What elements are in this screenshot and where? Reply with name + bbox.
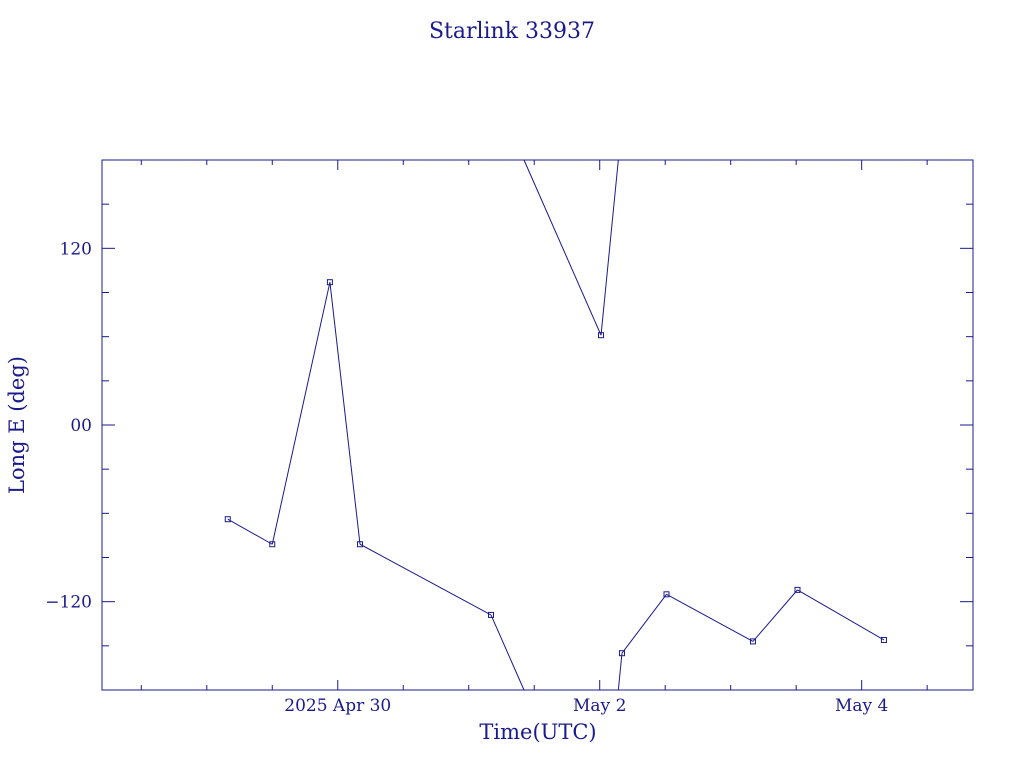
data-point bbox=[357, 541, 364, 548]
y-axis-label: Long E (deg) bbox=[5, 356, 29, 494]
data-point bbox=[269, 541, 276, 548]
series-segment bbox=[523, 159, 602, 336]
series-segment bbox=[666, 593, 754, 642]
data-series bbox=[224, 159, 887, 691]
series-segment bbox=[359, 543, 492, 616]
series-segment bbox=[329, 282, 361, 545]
series-segment bbox=[617, 653, 623, 691]
data-point bbox=[749, 638, 756, 645]
series-segment bbox=[797, 589, 885, 641]
data-point bbox=[618, 650, 625, 657]
series-segment bbox=[600, 159, 619, 336]
series-segment bbox=[621, 594, 667, 654]
data-point bbox=[880, 636, 887, 643]
axis-ticks: 2025 Apr 30 May 2 May 4 120 00 −120 bbox=[45, 160, 973, 716]
y-tick-label: −120 bbox=[45, 593, 92, 613]
x-tick-label: May 2 bbox=[573, 696, 626, 716]
series-segment bbox=[227, 518, 273, 545]
data-point bbox=[598, 332, 605, 339]
plot-frame bbox=[101, 159, 974, 691]
data-point bbox=[663, 591, 670, 598]
series-segment bbox=[752, 589, 798, 642]
data-point bbox=[224, 516, 231, 523]
y-tick-label: 120 bbox=[60, 239, 92, 259]
x-axis-label: Time(UTC) bbox=[479, 720, 596, 744]
y-tick-label: 00 bbox=[70, 416, 92, 436]
data-point bbox=[488, 611, 495, 618]
chart-title: Starlink 33937 bbox=[429, 19, 595, 44]
data-point bbox=[794, 586, 801, 593]
x-tick-label: May 4 bbox=[835, 696, 888, 716]
series-segment bbox=[490, 614, 525, 691]
series-segment bbox=[271, 282, 331, 545]
data-point bbox=[326, 279, 333, 286]
x-tick-label: 2025 Apr 30 bbox=[284, 696, 391, 716]
